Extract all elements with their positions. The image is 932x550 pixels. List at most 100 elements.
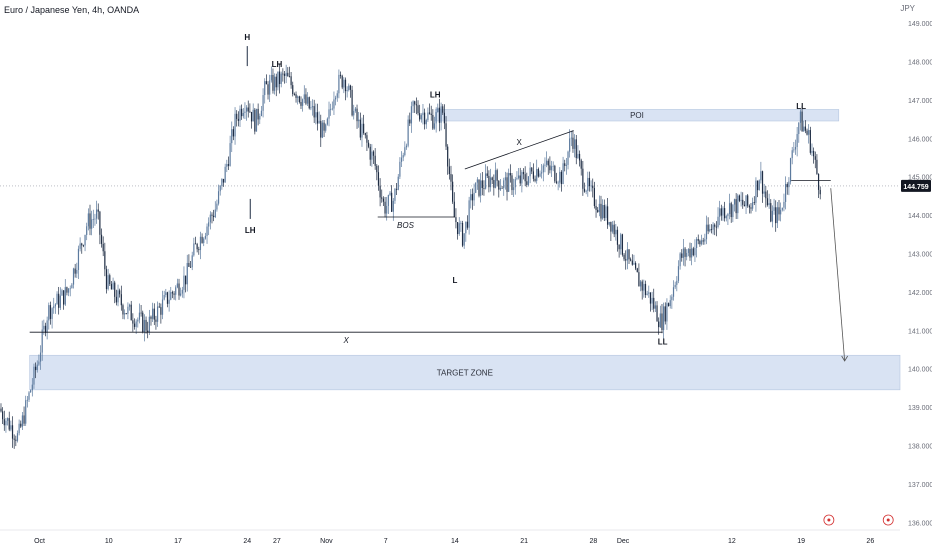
candle-body bbox=[761, 171, 764, 194]
candle-body bbox=[176, 283, 178, 288]
candle-body bbox=[259, 115, 261, 120]
candle-body bbox=[485, 173, 487, 189]
candle-body bbox=[603, 205, 605, 218]
candle-body bbox=[89, 213, 91, 229]
candle-body bbox=[77, 248, 80, 271]
candle-body bbox=[379, 185, 381, 198]
candle-body bbox=[442, 106, 444, 113]
candle-body bbox=[681, 253, 683, 258]
candle-body bbox=[224, 166, 226, 183]
candle-body bbox=[420, 115, 422, 120]
candle-body bbox=[414, 101, 416, 105]
candle-body bbox=[813, 150, 815, 157]
candle-body bbox=[18, 423, 20, 434]
candle-body bbox=[283, 73, 286, 76]
candle-body bbox=[64, 287, 66, 305]
candle-body bbox=[664, 306, 666, 322]
candle-body bbox=[816, 159, 818, 174]
candle-body bbox=[384, 201, 386, 214]
candle-body bbox=[290, 76, 292, 86]
candle-body bbox=[316, 112, 319, 124]
chart-title: Euro / Japanese Yen, 4h, OANDA bbox=[4, 5, 140, 15]
candle-body bbox=[738, 195, 741, 201]
projection-arrowhead bbox=[841, 355, 849, 362]
candle-body bbox=[122, 305, 124, 315]
candle-body bbox=[188, 262, 190, 267]
candle-body bbox=[638, 272, 640, 287]
candle-body bbox=[166, 292, 169, 304]
candle-body bbox=[51, 308, 53, 319]
candle-body bbox=[374, 155, 376, 166]
candle-body bbox=[659, 313, 661, 328]
candle-body bbox=[0, 408, 2, 412]
candle-body bbox=[524, 174, 526, 182]
candle-body bbox=[133, 323, 136, 327]
candle-body bbox=[588, 177, 591, 187]
candle-body bbox=[705, 224, 708, 240]
candle-body bbox=[338, 74, 340, 94]
candle-body bbox=[697, 239, 699, 241]
candle-body bbox=[2, 411, 4, 420]
candle-body bbox=[471, 194, 474, 201]
candle-body bbox=[481, 180, 483, 189]
candle-body bbox=[86, 226, 88, 235]
candle-body bbox=[117, 290, 119, 303]
candle-body bbox=[760, 171, 762, 181]
candle-body bbox=[577, 153, 579, 159]
candle-body bbox=[715, 226, 717, 228]
candle-body bbox=[667, 303, 670, 307]
candle-body bbox=[194, 243, 197, 245]
candle-body bbox=[460, 222, 462, 224]
candle-body bbox=[552, 165, 554, 167]
candle-body bbox=[277, 71, 279, 88]
candle-body bbox=[461, 222, 464, 246]
candle-body bbox=[480, 180, 482, 196]
candle-body bbox=[241, 108, 243, 117]
candle-body bbox=[247, 107, 249, 112]
candle-body bbox=[602, 205, 604, 219]
candle-body bbox=[658, 321, 660, 328]
x-line-label: X bbox=[342, 336, 349, 345]
candle-body bbox=[422, 112, 424, 116]
price-tick-label: 146.000 bbox=[908, 136, 932, 143]
candle-body bbox=[387, 194, 389, 206]
candle-body bbox=[722, 208, 724, 216]
candle-body bbox=[13, 438, 15, 440]
candle-body bbox=[41, 329, 43, 353]
candle-body bbox=[84, 234, 86, 246]
candle-body bbox=[796, 134, 798, 148]
price-tick-label: 147.000 bbox=[908, 98, 932, 105]
candle-body bbox=[425, 120, 427, 125]
candle-body bbox=[785, 183, 787, 202]
price-tick-label: 139.000 bbox=[908, 405, 932, 412]
candle-body bbox=[803, 126, 805, 132]
candle-body bbox=[404, 147, 406, 156]
candle-body bbox=[208, 222, 210, 227]
candle-body bbox=[714, 224, 716, 227]
candle-body bbox=[219, 185, 221, 192]
candle-body bbox=[443, 112, 445, 124]
price-tick-label: 140.000 bbox=[908, 367, 932, 374]
candle-body bbox=[214, 209, 216, 218]
candle-body bbox=[15, 439, 17, 441]
candle-body bbox=[305, 94, 307, 104]
candle-body bbox=[54, 304, 56, 307]
candle-body bbox=[135, 321, 137, 327]
price-tick-label: 141.000 bbox=[908, 328, 932, 335]
candle-body bbox=[809, 130, 811, 153]
candle-body bbox=[297, 96, 299, 98]
candle-body bbox=[320, 120, 322, 138]
candle-body bbox=[346, 90, 348, 92]
candle-body bbox=[185, 275, 187, 285]
candle-body bbox=[395, 188, 398, 190]
candle-body bbox=[293, 94, 295, 95]
candle-body bbox=[175, 287, 177, 295]
candle-body bbox=[758, 180, 760, 191]
candle-body bbox=[226, 164, 228, 167]
time-tick-label: 7 bbox=[384, 538, 388, 545]
candle-body bbox=[733, 199, 736, 205]
candle-body bbox=[274, 76, 276, 91]
candle-body bbox=[677, 266, 680, 281]
